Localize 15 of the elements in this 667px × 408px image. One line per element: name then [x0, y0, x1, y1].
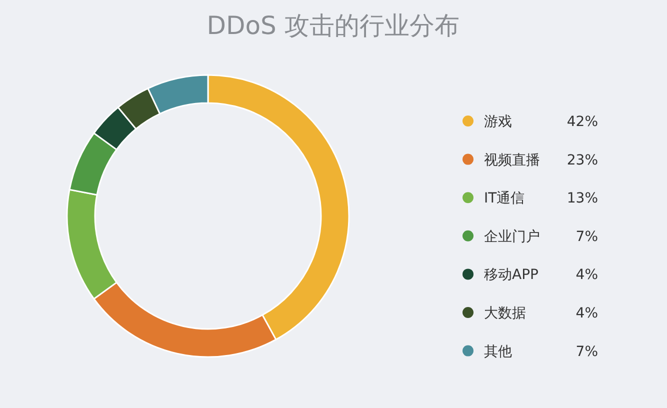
data-label: 23%	[566, 152, 598, 168]
legend-label: 视频直播	[484, 152, 540, 168]
legend-label: 企业门户	[484, 228, 540, 245]
legend-label: 大数据	[484, 306, 526, 322]
legend-label: 其他	[484, 344, 512, 360]
data-label: 4%	[576, 267, 598, 284]
data-label: 7%	[576, 228, 598, 245]
legend-label: IT通信	[484, 190, 525, 207]
data-label: 42%	[566, 114, 598, 130]
data-label: 13%	[566, 190, 598, 207]
data-label: 4%	[576, 306, 598, 322]
legend-label: 移动APP	[484, 267, 538, 284]
data-label: 7%	[576, 344, 598, 360]
title: DDoS 攻击的行业分布	[206, 11, 460, 40]
legend-label: 游戏	[484, 114, 512, 130]
